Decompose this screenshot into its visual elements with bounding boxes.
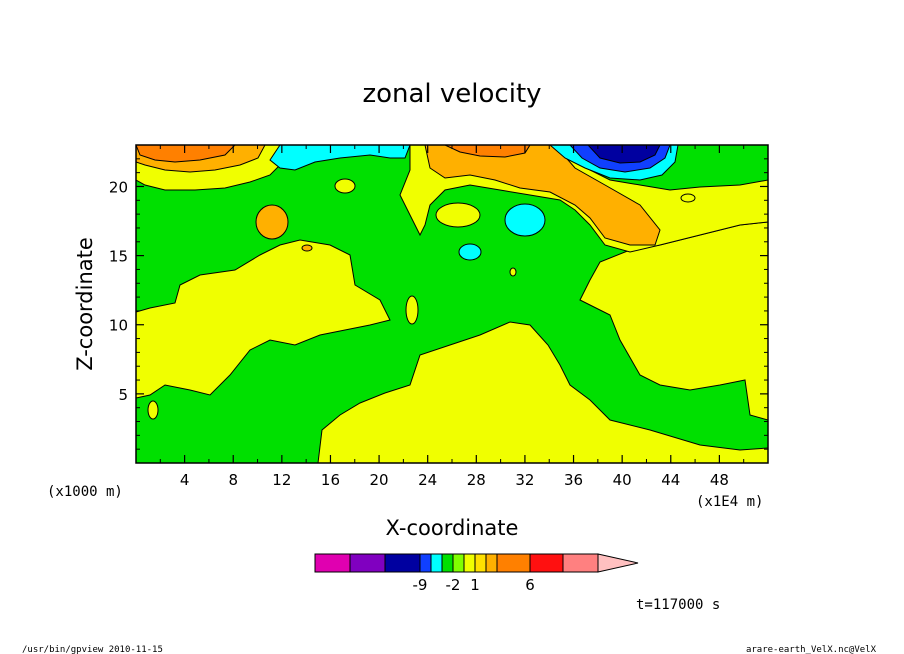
colorbar-segment: [496, 553, 531, 573]
x-axis-label: X-coordinate: [386, 516, 519, 540]
colorbar-segment: [529, 553, 564, 573]
colorbar-segment: [384, 553, 421, 573]
colorbar-tick-label: -2: [446, 576, 461, 594]
cold-blob: [504, 203, 546, 237]
y-tick-label: 15: [109, 248, 128, 266]
upper-right-cold-core: [587, 145, 661, 164]
positive-blob: [147, 400, 159, 420]
colorbar: -9 -2 1 6: [314, 553, 639, 594]
x-tick-label: 24: [418, 471, 437, 489]
colorbar-tick-label: 1: [470, 576, 480, 594]
x-tick-label: 40: [613, 471, 632, 489]
positive-blob: [405, 295, 419, 325]
footer-left: /usr/bin/gpview 2010-11-15: [22, 645, 163, 654]
positive-blob: [509, 267, 517, 277]
x-scale-label: (x1E4 m): [696, 494, 763, 510]
mid-positive-band: [136, 239, 391, 399]
chart-title: zonal velocity: [362, 79, 541, 109]
colorbar-segment: [441, 553, 454, 573]
colorbar-segment: [562, 553, 599, 573]
x-tick-label: 16: [321, 471, 340, 489]
warm-blob: [301, 244, 313, 252]
colorbar-extend-arrow: [597, 553, 639, 573]
time-label: t=117000 s: [636, 597, 720, 613]
positive-blob: [435, 202, 481, 228]
warm-blob: [255, 204, 289, 240]
footer-right: arare-earth_VelX.nc@VelX: [746, 645, 877, 654]
positive-blob: [334, 178, 356, 194]
upper-cold-patch: [269, 145, 411, 171]
colorbar-tick-label: -9: [413, 576, 428, 594]
x-tick-label: 28: [467, 471, 486, 489]
x-tick-label: 44: [661, 471, 680, 489]
x-tick-label: 12: [272, 471, 291, 489]
colorbar-segment: [314, 553, 351, 573]
colorbar-segment: [452, 553, 465, 573]
upper-mid-warm-patch: [424, 145, 661, 246]
colorbar-tick-label: 6: [525, 576, 535, 594]
colorbar-segment: [430, 553, 443, 573]
colorbar-segment: [463, 553, 476, 573]
colorbar-segment: [419, 553, 432, 573]
cold-blob: [458, 243, 482, 261]
x-tick-label: 4: [180, 471, 190, 489]
x-tick-label: 8: [228, 471, 238, 489]
lower-positive-dome: [317, 321, 768, 463]
x-tick-label: 48: [710, 471, 729, 489]
y-tick-label: 20: [109, 178, 128, 196]
y-tick-label: 10: [109, 317, 128, 335]
y-axis-label: Z-coordinate: [73, 237, 97, 371]
x-tick-label: 20: [370, 471, 389, 489]
upper-mid-warm-core: [444, 145, 531, 158]
colorbar-segment: [349, 553, 386, 573]
colorbar-segment: [485, 553, 498, 573]
contour-field: [136, 145, 768, 463]
positive-blob: [680, 193, 696, 203]
x-tick-label: 32: [515, 471, 534, 489]
y-tick-label: 5: [118, 386, 128, 404]
colorbar-segment: [474, 553, 487, 573]
x-tick-label: 36: [564, 471, 583, 489]
x-unit-label: (x1000 m): [47, 484, 123, 500]
